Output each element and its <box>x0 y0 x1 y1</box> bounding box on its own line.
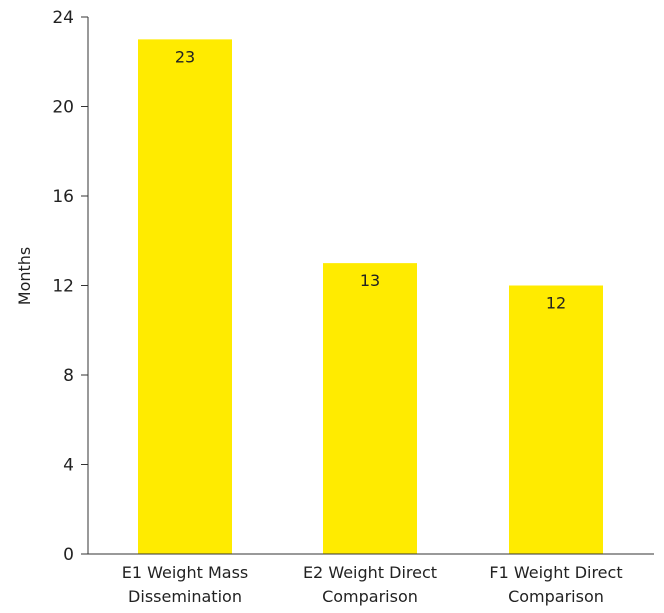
y-tick-label: 0 <box>63 545 74 565</box>
bar-data-label: 13 <box>360 271 380 290</box>
y-tick-label: 4 <box>63 456 74 476</box>
bars: 23 13 12 <box>138 39 603 554</box>
x-category-label: F1 Weight Direct Comparison <box>489 563 622 606</box>
y-axis-title: Months <box>15 247 34 305</box>
bar <box>138 39 232 554</box>
x-category-label: E1 Weight Mass Dissemination <box>122 563 248 606</box>
y-tick-label: 8 <box>63 366 74 386</box>
y-tick-label: 12 <box>52 277 74 297</box>
y-tick-label: 20 <box>52 98 74 118</box>
y-tick-label: 24 <box>52 8 74 28</box>
x-category-label: E2 Weight Direct Comparison <box>303 563 437 606</box>
x-axis: E1 Weight Mass Dissemination E2 Weight Dir… <box>88 553 654 606</box>
bar <box>323 263 417 554</box>
y-tick-label: 16 <box>52 187 74 207</box>
bar <box>509 285 603 554</box>
y-axis: 0 4 8 12 16 20 24 <box>52 8 89 565</box>
bar-data-label: 12 <box>546 294 566 313</box>
bar-data-label: 23 <box>175 47 195 66</box>
